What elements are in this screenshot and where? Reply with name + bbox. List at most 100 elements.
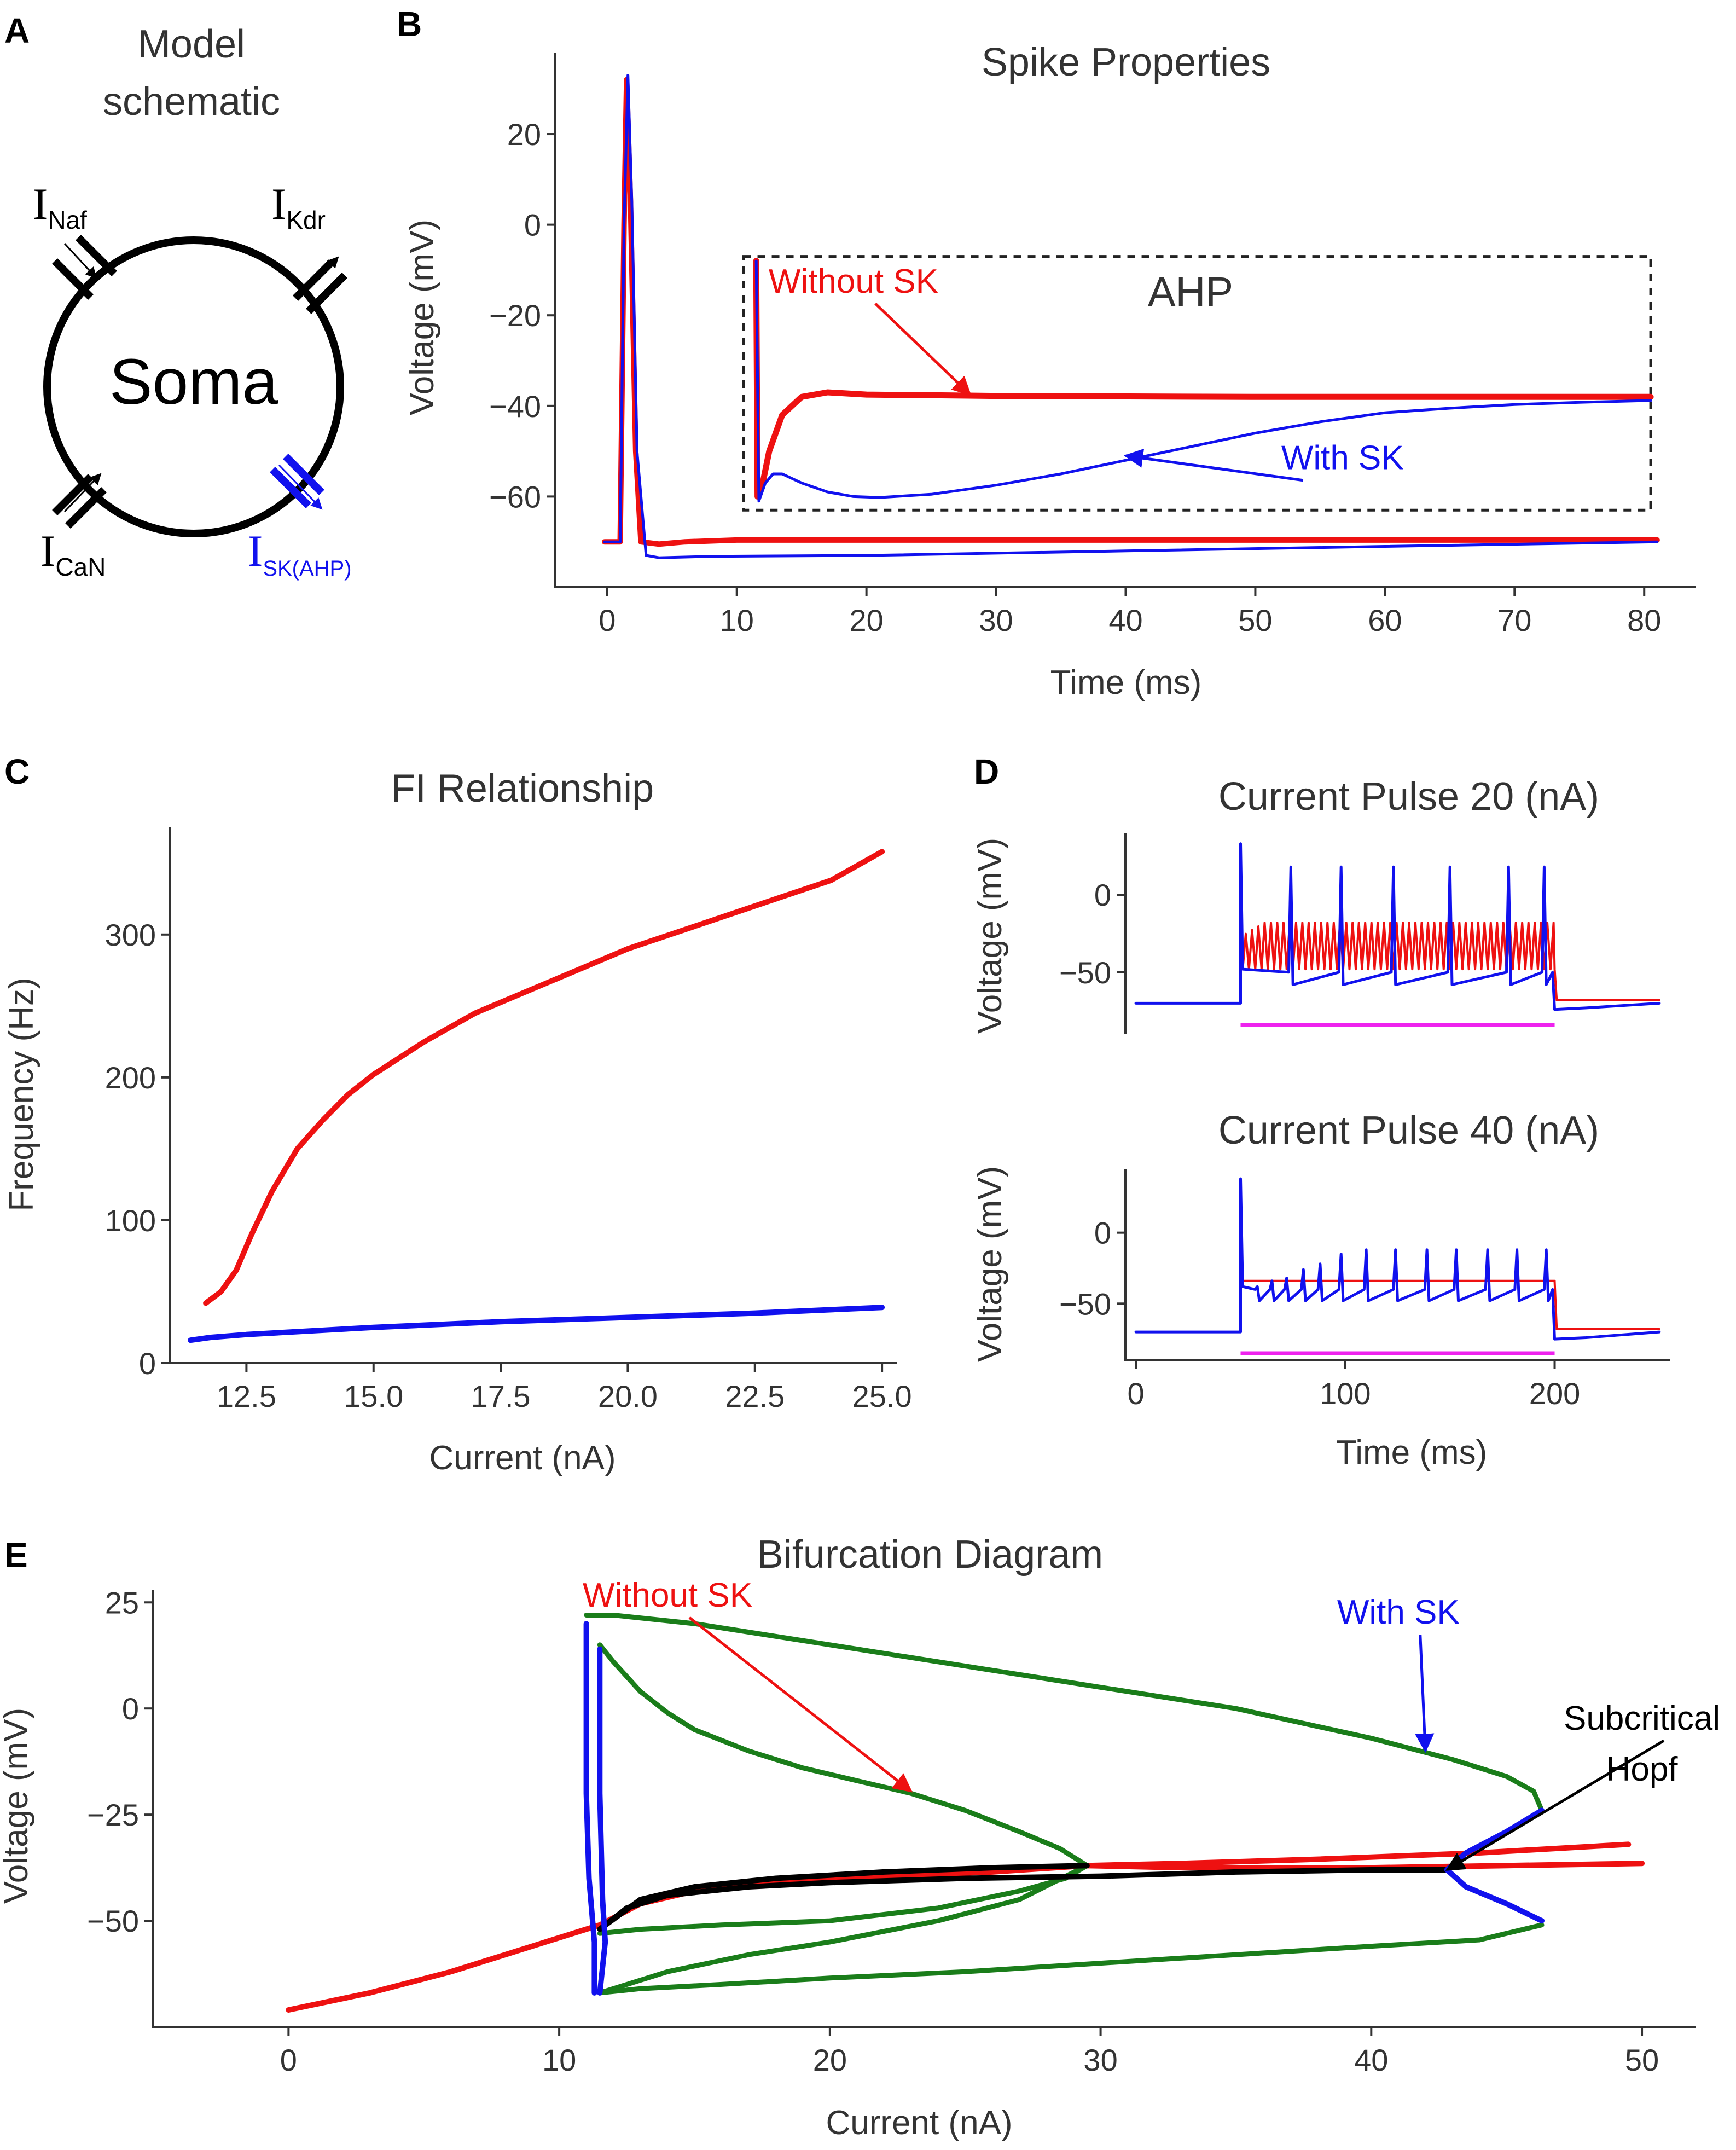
b-xtick-label: 0 (599, 603, 616, 638)
fi-relationship-chart: FI Relationship 12.5 15.0 17.5 20.0 22.5 25.0… (3, 767, 912, 1477)
channel-sk-label: ISK(AHP) (248, 526, 352, 581)
e-series-10 (597, 1646, 608, 1996)
panel-label-b: B (397, 4, 422, 44)
d2-ytick-label: 0 (1094, 1216, 1111, 1250)
b-annotation-1: With SK (1281, 439, 1404, 477)
ahp-inset-box (742, 255, 1652, 512)
c-xtick-label: 15.0 (344, 1379, 403, 1413)
e-series-5 (597, 1922, 1545, 1996)
b-ytick-label: 0 (524, 208, 541, 242)
channel-naf-icon (52, 235, 117, 300)
b-annotation-0: Without SK (769, 263, 938, 300)
b-xtick-label: 30 (979, 603, 1013, 638)
b-ytick-label: −60 (489, 479, 541, 514)
chart-c-title: FI Relationship (391, 767, 654, 810)
bifurcation-diagram-chart: Bifurcation Diagram 0 10 20 30 40 50 25 0 −25 −50… (0, 1533, 1720, 2142)
channel-can-label: ICaN (40, 526, 106, 581)
kdr-arrow-icon (301, 256, 339, 297)
e-xtick-label: 50 (1625, 2043, 1659, 2077)
c-series-1 (188, 1305, 885, 1343)
e-xtick-label: 10 (542, 2043, 576, 2077)
channel-sk-icon (270, 454, 324, 510)
e-xtick-label: 40 (1354, 2043, 1388, 2077)
b-series-3 (754, 259, 1652, 503)
e-xtick-label: 30 (1083, 2043, 1117, 2077)
b-ytick-label: −40 (489, 389, 541, 424)
b-annotation-arrow-0 (874, 303, 972, 396)
panel-label-c: C (4, 752, 30, 791)
b-ytick-label: 20 (507, 117, 541, 152)
soma-label: Soma (109, 346, 278, 418)
channel-naf-label: INaf (33, 179, 87, 234)
chart-e-ylabel: Voltage (mV) (0, 1708, 35, 1904)
naf-arrow-icon (63, 242, 97, 279)
chart-b-xlabel: Time (ms) (1050, 664, 1202, 702)
red-trace (1135, 1181, 1660, 1334)
c-xtick-label: 12.5 (217, 1379, 276, 1413)
d1-ytick-label: −50 (1059, 955, 1111, 990)
e-annotation-0: Without SK (583, 1577, 752, 1614)
d2-xtick-label: 100 (1320, 1376, 1371, 1411)
channel-kdr-icon (293, 256, 347, 314)
panel-label-d: D (974, 752, 999, 791)
chart-d2-ylabel: Voltage (mV) (971, 1166, 1009, 1362)
d2-xtick-label: 200 (1529, 1376, 1580, 1411)
d2-ytick-label: −50 (1059, 1286, 1111, 1321)
e-annotation-1: With SK (1337, 1593, 1460, 1631)
b-series-1 (753, 258, 1654, 500)
b-series-2 (603, 73, 1659, 559)
panel-label-a: A (4, 11, 30, 50)
b-xtick-label: 50 (1238, 603, 1272, 638)
e-annotation-arrow-1 (1415, 1634, 1435, 1753)
chart-d1-ylabel: Voltage (mV) (971, 838, 1009, 1034)
soma-circle (43, 236, 344, 537)
c-ytick-label: 100 (105, 1203, 156, 1238)
chart-d1-title: Current Pulse 20 (nA) (1218, 775, 1599, 819)
chart-e-title: Bifurcation Diagram (757, 1533, 1103, 1577)
sk-arrow-icon (278, 464, 323, 510)
c-xtick-label: 20.0 (598, 1379, 658, 1413)
current-pulse-20-chart: Current Pulse 20 (nA) 0 −50 Voltage (mV) (971, 775, 1661, 1034)
chart-c-ylabel: Frequency (Hz) (3, 977, 40, 1211)
c-xtick-label: 17.5 (471, 1379, 531, 1413)
channel-kdr-label: IKdr (271, 179, 326, 234)
c-xtick-label: 22.5 (725, 1379, 785, 1413)
c-series-0 (203, 849, 885, 1306)
d1-ytick-label: 0 (1094, 878, 1111, 912)
channel-can-icon (52, 473, 107, 529)
e-annotation-arrow-2 (1445, 1739, 1665, 1871)
ahp-label: AHP (1148, 269, 1233, 316)
chart-b-title: Spike Properties (982, 40, 1270, 84)
e-series-9 (583, 1621, 597, 1996)
b-annotation-arrow-1 (1124, 448, 1304, 482)
panel-label-e: E (4, 1535, 28, 1575)
c-ytick-label: 0 (139, 1346, 156, 1381)
e-series-8 (597, 1863, 1090, 1932)
schematic-title-line2: schematic (103, 80, 280, 124)
chart-d2-title: Current Pulse 40 (nA) (1218, 1109, 1599, 1152)
d2-xtick-label: 0 (1128, 1376, 1145, 1411)
red-trace (1135, 842, 1660, 1005)
b-ytick-label: −20 (489, 298, 541, 333)
chart-b-ylabel: Voltage (mV) (403, 219, 441, 415)
b-xtick-label: 80 (1627, 603, 1661, 638)
b-xtick-label: 60 (1368, 603, 1402, 638)
b-xtick-label: 40 (1108, 603, 1142, 638)
spike-properties-chart: Spike Properties 0 10 20 30 40 50 60 70 80 20 0 −20… (403, 40, 1696, 702)
model-schematic: Model schematic Soma INaf IKdr ICaN (33, 22, 352, 581)
b-xtick-label: 20 (849, 603, 883, 638)
c-xtick-label: 25.0 (852, 1379, 912, 1413)
e-ytick-label: 25 (105, 1585, 139, 1620)
e-series-4 (584, 1613, 1545, 1813)
e-series-2 (597, 1642, 1090, 1868)
c-ytick-label: 200 (105, 1060, 156, 1095)
can-arrow-icon (63, 473, 102, 513)
c-ytick-label: 300 (105, 918, 156, 952)
blue-trace (1134, 1177, 1661, 1341)
e-annotation-arrow-0 (688, 1616, 913, 1793)
current-pulse-40-chart: Current Pulse 40 (nA) 0 100 200 0 −50 Voltag… (971, 1109, 1670, 1471)
e-series-7 (597, 1867, 1450, 1932)
e-ytick-label: −25 (87, 1798, 139, 1832)
e-series-6 (597, 1863, 1090, 1996)
chart-c-xlabel: Current (nA) (429, 1439, 616, 1477)
